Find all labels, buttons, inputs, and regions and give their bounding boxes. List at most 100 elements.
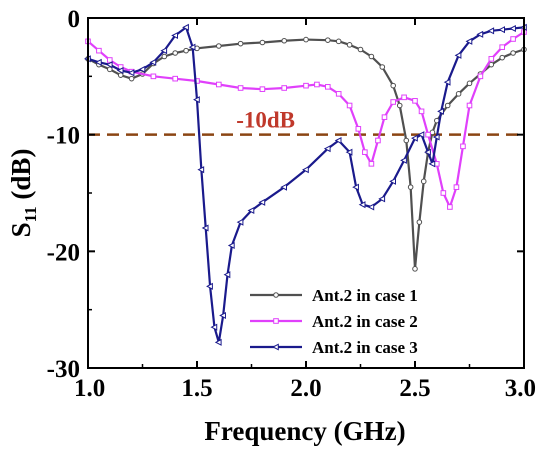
series-2-point — [477, 73, 484, 80]
series-3-point — [323, 145, 331, 153]
series-3-point — [454, 51, 462, 59]
series-3-point — [127, 69, 135, 77]
x-tick-label: 2.5 — [399, 375, 430, 402]
series-2-point — [150, 73, 157, 80]
legend-label: Ant.2 in case 2 — [312, 312, 418, 331]
plot-frame — [87, 17, 525, 369]
series-1-point — [420, 178, 427, 185]
series-2-point — [96, 47, 102, 54]
series-2-point — [499, 44, 505, 50]
series-3-point — [400, 156, 407, 164]
series-3-point — [247, 206, 255, 215]
series-2-point — [510, 36, 516, 42]
series-1-point — [368, 53, 375, 60]
series-1-point — [396, 102, 403, 109]
series-3-point — [432, 133, 440, 141]
series-3-point — [171, 31, 178, 40]
series-3-point — [206, 282, 213, 290]
series-1-point — [455, 91, 462, 97]
reference-line-label: -10dB — [236, 108, 295, 133]
series-1-point — [216, 43, 222, 49]
legend-item-1: Ant.2 in case 1 — [250, 286, 418, 305]
series-2-point — [335, 91, 342, 97]
series-1-point — [335, 38, 342, 45]
y-axis-title-main: S — [6, 222, 36, 237]
series-1-point — [346, 42, 353, 48]
series-2-point — [401, 94, 407, 101]
series-1-point — [117, 72, 124, 78]
series-3 — [84, 23, 527, 346]
x-tick-label: 2.0 — [290, 375, 321, 402]
y-tick-label: -30 — [47, 356, 80, 383]
legend-swatch-marker — [273, 318, 279, 324]
series-2-point — [303, 82, 309, 89]
series-2-point — [453, 184, 460, 190]
series-1-point — [161, 53, 168, 60]
series-line-1 — [87, 38, 525, 270]
series-3-point — [197, 166, 205, 174]
series-3-point — [210, 323, 218, 331]
series-2-point — [314, 81, 320, 88]
series-3-point — [280, 183, 287, 191]
series-3-point — [258, 198, 266, 206]
series-2-point — [362, 149, 368, 155]
series-2-point — [412, 98, 418, 104]
series-1-point — [416, 219, 423, 225]
series-3-point — [236, 218, 244, 226]
series-3-point — [227, 241, 235, 250]
legend-swatch-marker — [273, 292, 279, 298]
series-3-point — [498, 26, 505, 34]
series-2-point — [368, 161, 375, 167]
series-1 — [85, 36, 527, 272]
series-1-point — [510, 50, 516, 56]
y-axis-title: S11 (dB) — [6, 149, 40, 238]
series-2-point — [355, 126, 362, 132]
plot-area: 1.0 1.5 2.0 2.5 3.0 0 -10 -20 -30 — [47, 6, 536, 402]
series-1-point — [128, 75, 135, 82]
series-2-point — [172, 75, 178, 82]
legend-label: Ant.2 in case 3 — [312, 338, 418, 357]
legend-swatch-marker — [272, 343, 279, 351]
axis-ticks: 1.0 1.5 2.0 2.5 3.0 0 -10 -20 -30 — [47, 6, 536, 402]
series-2-point — [281, 85, 287, 91]
series-1-point — [390, 82, 397, 89]
series-3-point — [424, 148, 431, 156]
series-2-point — [488, 56, 495, 62]
series-2-point — [325, 84, 331, 90]
series-2-point — [237, 85, 244, 91]
series-2-point — [425, 131, 431, 138]
series-3-point — [94, 58, 102, 66]
series-3-point — [138, 65, 146, 73]
series-1-point — [281, 37, 288, 44]
series-3-point — [149, 58, 157, 66]
y-axis-title-unit: (dB) — [6, 149, 36, 207]
series-1-point — [172, 50, 178, 56]
series-3-point — [193, 96, 200, 104]
series-2-point — [440, 190, 447, 196]
legend: Ant.2 in case 1 Ant.2 in case 2 Ant.2 in c… — [250, 286, 418, 357]
y-axis-title-text: S11 (dB) — [6, 149, 40, 238]
series-line-3 — [87, 26, 525, 344]
y-tick-label: -20 — [47, 239, 80, 266]
x-tick-label: 1.5 — [181, 375, 212, 402]
series-2-point — [447, 204, 453, 210]
series-3-point — [443, 78, 451, 86]
series-1-point — [357, 46, 364, 53]
series-1-point — [259, 39, 266, 46]
series-3-point — [367, 203, 375, 211]
series-3-point — [437, 107, 444, 115]
y-axis-title-subscript: 11 — [21, 206, 40, 222]
series-1-point — [107, 66, 113, 73]
x-tick-label: 1.0 — [74, 375, 105, 402]
series-2 — [85, 29, 527, 210]
series-1-point — [379, 64, 386, 70]
legend-label: Ant.2 in case 1 — [312, 286, 418, 305]
legend-item-2: Ant.2 in case 2 — [250, 312, 418, 331]
series-1-point — [237, 40, 244, 47]
series-3-point — [201, 224, 209, 232]
y-tick-label: 0 — [68, 6, 81, 33]
series-3-point — [116, 66, 124, 75]
series-1-point — [466, 80, 473, 87]
series-1-point — [303, 36, 309, 43]
